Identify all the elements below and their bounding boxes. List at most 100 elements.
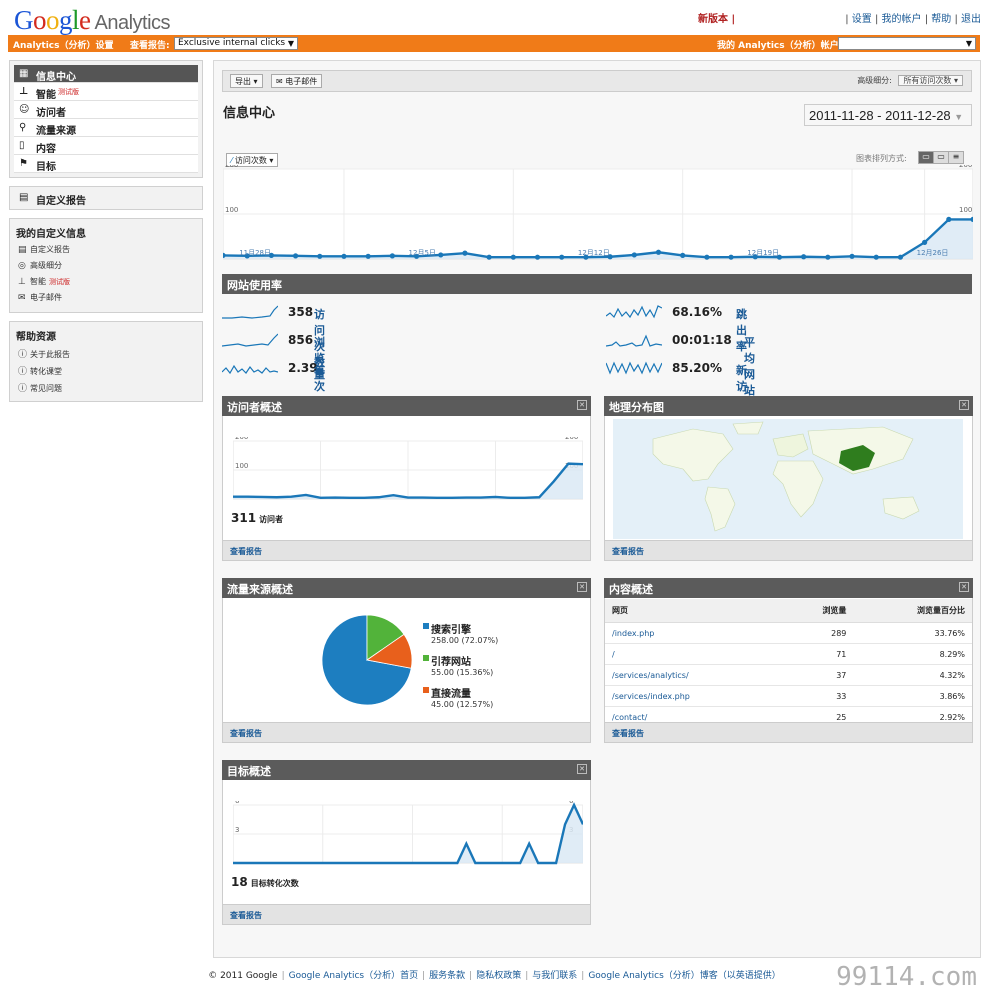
chevron-down-icon: ▼ [287, 39, 294, 48]
my-custom-box: 我的自定义信息 ▤ 自定义报告 ◎ 高级细分 ⊥ 智能 测试版 ✉ 电子邮件 [9, 218, 203, 313]
sidebar-item-custom-reports[interactable]: ▤ 自定义报告 [19, 192, 86, 207]
close-icon[interactable]: ✕ [577, 400, 587, 410]
column-header[interactable]: 浏览量百分比 [853, 599, 972, 623]
footer-link-terms[interactable]: 服务条款 [429, 971, 466, 981]
help-link[interactable]: 帮助 [931, 14, 952, 25]
sidebar-item-visitors[interactable]: ☺ 访问者 [14, 101, 198, 119]
email-link[interactable]: ✉ 电子邮件 [18, 293, 62, 303]
watermark: 99114.com [836, 962, 977, 992]
column-header[interactable]: 网页 [605, 599, 781, 623]
close-icon[interactable]: ✕ [577, 582, 587, 592]
x-tick-label: 12月26日 [917, 249, 949, 257]
table-row: /services/analytics/37 4.32% [605, 664, 972, 686]
visitors-footer: 查看报告 [223, 540, 590, 560]
my-account-link[interactable]: 我的帐户 [881, 14, 922, 25]
graph-metric-select[interactable]: ⁄ 访问次数 ▾ [226, 153, 279, 167]
visits-chart: 200 200 100 100 11月28日 12月5日 12月12日 12月19日 12月26… [223, 165, 973, 260]
data-point [752, 254, 758, 260]
legend-direct-traffic[interactable]: 直接流量 45.00 (12.57%) [423, 685, 498, 710]
series-line [233, 802, 583, 865]
line-chart-icon: ⁄ [231, 156, 233, 165]
page-link[interactable]: /contact/ [612, 712, 648, 722]
sidebar-item-traffic-sources[interactable]: ⚲ 流量来源 [14, 119, 198, 137]
intelligence-link[interactable]: ⊥ 智能 测试版 [18, 277, 70, 287]
view-report-link[interactable]: 查看报告 [612, 547, 644, 556]
intelligence-icon: ⊥ [19, 86, 29, 97]
faq-link[interactable]: ⓘ 常见问题 [18, 381, 198, 394]
footer: © 2011 Google | Google Analytics（分析）首页 | 服务条… [208, 971, 781, 981]
week-view-button[interactable]: ▭ [933, 151, 949, 164]
x-tick-label: 12月19日 [747, 249, 779, 257]
column-header[interactable]: 浏览量 [780, 599, 854, 623]
view-report-link[interactable]: 查看报告 [612, 729, 644, 738]
data-point [946, 216, 952, 222]
sidebar-item-content[interactable]: ▯ 内容 [14, 137, 198, 155]
x-tick-label: 11月28日 [239, 249, 271, 257]
content-table: 网页 浏览量 浏览量百分比 /index.php 289 33.76% / 71 8.2… [605, 599, 972, 728]
footer-link-privacy[interactable]: 隐私权政策 [476, 971, 522, 981]
sidebar-item-goals[interactable]: ⚑ 目标 [14, 155, 198, 173]
analytics-settings-link[interactable]: Analytics（分析）设置 [13, 41, 114, 51]
sidebar-item-intelligence[interactable]: ⊥ 智能 测试版 [14, 83, 198, 101]
page-link[interactable]: /services/analytics/ [612, 670, 689, 680]
footer-link-contact[interactable]: 与我们联系 [532, 971, 578, 981]
y-tick-label: 6 [569, 801, 574, 805]
world-map[interactable] [613, 419, 963, 539]
legend-search-engines[interactable]: 搜索引擎 258.00 (72.07%) [423, 621, 498, 646]
custom-report-link[interactable]: ▤ 自定义报告 [18, 245, 70, 255]
y-tick-label: 200 [959, 165, 972, 169]
intelligence-icon: ⊥ [18, 277, 26, 287]
close-icon[interactable]: ✕ [959, 400, 969, 410]
visitors-icon: ☺ [19, 104, 30, 115]
view-report-link[interactable]: 查看报告 [230, 911, 262, 920]
footer-link-home[interactable]: Google Analytics（分析）首页 [288, 971, 419, 981]
data-point [922, 239, 928, 245]
new-version-link[interactable]: 新版本 | [698, 14, 736, 25]
percent-cell: 8.29% [853, 643, 972, 665]
close-icon[interactable]: ✕ [577, 764, 587, 774]
traffic-sources-panel: 流量来源概述 ✕ 搜索引擎 258.00 (72.07%) 引荐网站 55.00 (1… [222, 578, 591, 743]
advanced-segments-link[interactable]: ◎ 高级细分 [18, 261, 62, 271]
month-view-button[interactable]: ≡ [948, 151, 964, 164]
conversion-university-link[interactable]: ⓘ 转化课堂 [18, 364, 198, 377]
my-accounts-label: 我的 Analytics（分析）帐户: [717, 41, 843, 51]
segment-select[interactable]: 所有访问次数 ▾ [898, 75, 963, 86]
data-point [486, 254, 492, 260]
page-link[interactable]: / [612, 649, 615, 659]
export-button[interactable]: 导出 ▾ [230, 74, 263, 88]
table-header-row: 网页 浏览量 浏览量百分比 [605, 599, 972, 623]
account-select[interactable]: ▼ [838, 37, 976, 50]
data-point [680, 252, 686, 258]
top-links: | 设置 | 我的帐户 | 帮助 | 退出 [845, 14, 981, 25]
close-icon[interactable]: ✕ [959, 582, 969, 592]
google-analytics-logo[interactable]: Google Analytics [14, 5, 171, 35]
sign-out-link[interactable]: 退出 [961, 14, 981, 25]
page-link[interactable]: /services/index.php [612, 691, 690, 701]
pageviews-sparkline [222, 333, 278, 347]
email-button[interactable]: ✉ 电子邮件 [271, 74, 323, 88]
day-view-button[interactable]: ▭ [918, 151, 934, 164]
beta-badge: 测试版 [58, 87, 79, 96]
page-link[interactable]: /index.php [612, 628, 655, 638]
date-range-picker[interactable]: 2011-11-28 - 2011-12-28 ▼ [804, 104, 972, 126]
view-report-link[interactable]: 查看报告 [230, 547, 262, 556]
content-overview-header: 内容概述 ✕ [604, 578, 973, 598]
y-tick-label: 3 [235, 826, 239, 834]
data-point [244, 253, 250, 259]
traffic-pie-chart [321, 614, 413, 706]
view-report-link[interactable]: 查看报告 [230, 729, 262, 738]
report-select[interactable]: Exclusive internal clicks ▼ [174, 37, 298, 50]
about-report-link[interactable]: ⓘ 关于此报告 [18, 347, 198, 360]
legend-referring-sites[interactable]: 引荐网站 55.00 (15.36%) [423, 653, 498, 678]
footer-link-blog[interactable]: Google Analytics（分析）博客（以英语提供） [588, 971, 781, 981]
goals-footer: 查看报告 [223, 904, 590, 924]
dashboard-icon: ▦ [19, 68, 29, 79]
percent-cell: 4.32% [853, 664, 972, 686]
pie-slice [365, 633, 413, 669]
pageviews-cell: 71 [780, 643, 854, 665]
south-america-shape [704, 486, 736, 532]
settings-link[interactable]: 设置 [851, 14, 872, 25]
sidebar-item-dashboard[interactable]: ▦ 信息中心 [14, 65, 198, 83]
series-line [223, 218, 973, 259]
